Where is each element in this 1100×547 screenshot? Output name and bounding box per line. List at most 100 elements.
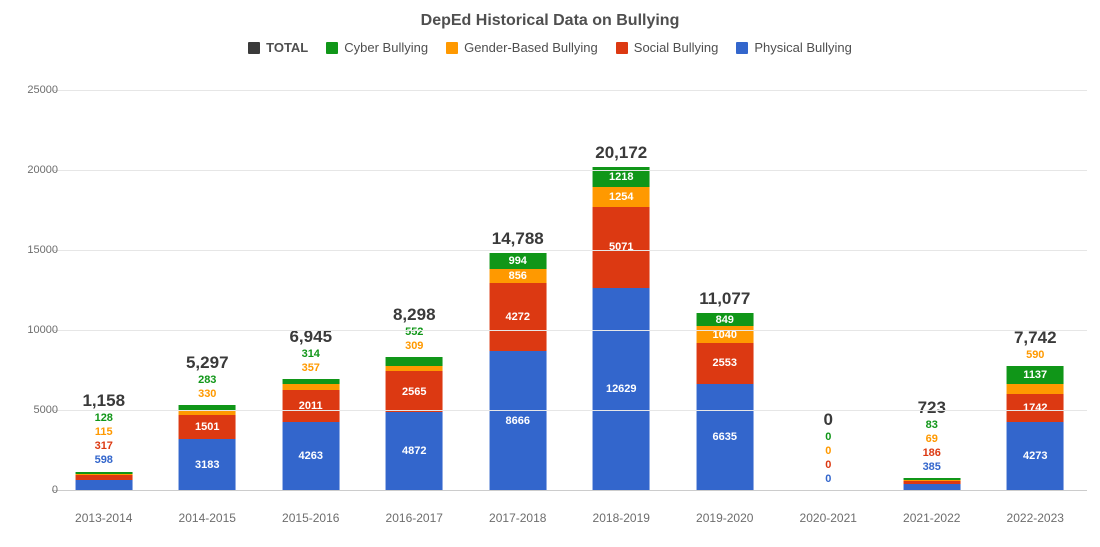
gridline (52, 410, 1087, 411)
bar-segment-social: 4272 (489, 283, 546, 351)
segment-value-label: 849 (716, 314, 734, 326)
labels-above: 5,297283330 (186, 353, 229, 401)
bar-column: 7238369186385 (880, 90, 984, 490)
stacked-bar: 42632011 (282, 379, 339, 490)
stacked-bar: 12629 5071 1254 1218 (593, 167, 650, 490)
segment-value-label: 6635 (713, 431, 737, 443)
stacked-bar (903, 478, 960, 490)
bar-segment-gender: 856 (489, 269, 546, 283)
bar-segment-physical: 3183 (179, 439, 236, 490)
above-segment-label-cyber: 283 (198, 373, 216, 387)
above-segment-label-cyber: 314 (302, 347, 320, 361)
bar-column: 3183 1501 5,297283330 (156, 90, 260, 490)
segment-value-label: 994 (509, 255, 527, 267)
x-tick-label: 2020-2021 (777, 511, 881, 525)
above-segment-label-physical: 598 (95, 453, 113, 467)
labels-above: 14,788 (492, 229, 544, 249)
bar-segment-social: 5071 (593, 207, 650, 288)
legend-swatch (326, 42, 338, 54)
bar-segment-physical: 4263 (282, 422, 339, 490)
stacked-bar: 663525531040849 (696, 313, 753, 490)
y-tick-label: 5000 (12, 404, 58, 416)
x-tick-label: 2016-2017 (363, 511, 467, 525)
bar-segment-physical: 12629 (593, 288, 650, 490)
segment-value-label: 2565 (402, 386, 426, 398)
y-tick-label: 20000 (12, 164, 58, 176)
segment-value-label: 8666 (506, 415, 530, 427)
above-segment-label-cyber: 0 (825, 430, 831, 444)
segment-value-label: 4872 (402, 445, 426, 457)
above-segment-label-gender: 330 (198, 387, 216, 401)
total-label: 0 (824, 410, 833, 430)
bar-segment-social: 2565 (386, 371, 443, 412)
total-label: 1,158 (82, 391, 125, 411)
segment-value-label: 1742 (1023, 402, 1047, 414)
above-segment-label-social: 317 (95, 439, 113, 453)
segment-value-label: 3183 (195, 459, 219, 471)
bar-segment-physical (903, 484, 960, 490)
stacked-bar: 4273 1742 1137 (1007, 366, 1064, 490)
legend: TOTAL Cyber Bullying Gender-Based Bullying… (0, 40, 1100, 55)
above-segment-label-gender: 69 (926, 432, 938, 446)
chart-title: DepEd Historical Data on Bullying (0, 12, 1100, 30)
segment-value-label: 4272 (506, 311, 530, 323)
labels-above: 7,742590 (1014, 328, 1057, 362)
segment-value-label: 12629 (606, 383, 637, 395)
labels-above: 6,945314357 (289, 327, 332, 375)
x-axis: 2013-20142014-20152015-20162016-20172017… (52, 511, 1087, 525)
gridline (52, 170, 1087, 171)
x-tick-label: 2021-2022 (880, 511, 984, 525)
bar-column: 4273 1742 1137 7,742590 (984, 90, 1088, 490)
bar-segment-physical: 4273 (1007, 422, 1064, 490)
bar-segment-physical: 6635 (696, 384, 753, 490)
segment-value-label: 1137 (1023, 369, 1047, 381)
segment-value-label: 4273 (1023, 450, 1047, 462)
legend-item: Gender-Based Bullying (446, 40, 598, 55)
legend-label: Physical Bullying (754, 40, 852, 55)
bar-segment-cyber: 994 (489, 253, 546, 269)
segment-value-label: 2553 (713, 357, 737, 369)
y-tick-label: 10000 (12, 324, 58, 336)
bar-column: 426320116,945314357 (259, 90, 363, 490)
total-label: 20,172 (595, 143, 647, 163)
bar-segment-social: 1501 (179, 415, 236, 439)
bar-segment-physical (75, 480, 132, 490)
total-label: 7,742 (1014, 328, 1057, 348)
above-segment-label-social: 186 (923, 446, 941, 460)
segment-value-label: 1254 (609, 191, 633, 203)
bar-segment-cyber: 849 (696, 313, 753, 327)
legend-swatch (446, 42, 458, 54)
labels-above: 11,077 (699, 289, 750, 309)
segment-value-label: 1218 (609, 171, 633, 183)
bar-segment-cyber (386, 357, 443, 366)
segment-value-label: 856 (509, 270, 527, 282)
above-segment-label-physical: 0 (825, 472, 831, 486)
segment-value-label: 4263 (299, 450, 323, 462)
above-segment-label-social: 0 (825, 458, 831, 472)
legend-swatch (248, 42, 260, 54)
legend-item: TOTAL (248, 40, 308, 55)
total-label: 11,077 (699, 289, 750, 309)
y-tick-label: 15000 (12, 244, 58, 256)
gridline (52, 330, 1087, 331)
legend-item: Social Bullying (616, 40, 719, 55)
segment-value-label: 1501 (195, 421, 219, 433)
total-label: 723 (918, 398, 946, 418)
bar-column: 487225658,298552309 (363, 90, 467, 490)
above-segment-label-gender: 0 (825, 444, 831, 458)
bar-segment-physical: 4872 (386, 412, 443, 490)
stacked-bar: 4872 2565 (386, 357, 443, 490)
x-tick-label: 2017-2018 (466, 511, 570, 525)
x-tick-label: 2015-2016 (259, 511, 363, 525)
labels-above: 00000 (824, 410, 833, 486)
legend-label: TOTAL (266, 40, 308, 55)
stacked-bar: 3183 1501 (179, 405, 236, 490)
above-segment-label-cyber: 552 (405, 325, 423, 339)
legend-label: Social Bullying (634, 40, 719, 55)
legend-label: Cyber Bullying (344, 40, 428, 55)
x-tick-label: 2013-2014 (52, 511, 156, 525)
total-label: 8,298 (393, 305, 436, 325)
y-tick-label: 25000 (12, 84, 58, 96)
bar-column: 00000 (777, 90, 881, 490)
segment-value-label: 5071 (609, 241, 633, 253)
